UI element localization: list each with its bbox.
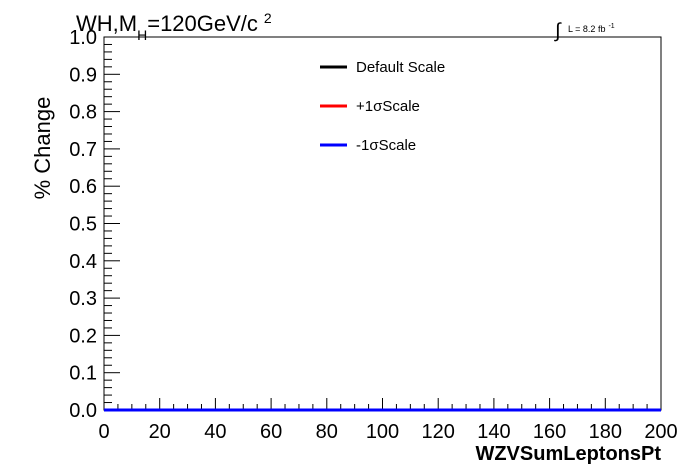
x-tick-label: 80 [316, 421, 338, 443]
chart-title: WH,MH=120GeV/c 2 [76, 10, 272, 43]
y-tick-label: 0.8 [69, 102, 97, 124]
y-tick-label: 0.3 [69, 288, 97, 310]
legend-label: -1σScale [356, 137, 416, 154]
x-axis: 0 20 40 60 80 100 120 140 160 180 200 [98, 398, 678, 443]
y-tick-label: 0.7 [69, 139, 97, 161]
x-tick-label: 100 [366, 421, 399, 443]
x-axis-label: WZVSumLeptonsPt [475, 443, 661, 465]
y-tick-label: 0.5 [69, 214, 97, 236]
y-tick-label: 0.0 [69, 400, 97, 422]
plot-frame [103, 36, 662, 411]
y-tick-label: 0.4 [69, 251, 97, 273]
y-axis: 0.0 0.1 0.2 0.3 0.4 0.5 0.6 0.7 0.8 0.9 1.0 [69, 27, 120, 422]
x-tick-label: 120 [422, 421, 455, 443]
y-axis-label: % Change [30, 97, 55, 200]
x-tick-label: 20 [149, 421, 171, 443]
integral-symbol: ∫ [554, 20, 562, 42]
x-tick-label: 0 [98, 421, 109, 443]
legend-label: Default Scale [356, 59, 445, 76]
x-tick-label: 160 [533, 421, 566, 443]
y-tick-label: 0.9 [69, 64, 97, 86]
x-tick-label: 200 [644, 421, 677, 443]
y-tick-label: 0.2 [69, 325, 97, 347]
x-tick-label: 140 [477, 421, 510, 443]
y-tick-label: 1.0 [69, 27, 97, 49]
lumi-label: L = 8.2 fb -1 [568, 23, 615, 34]
x-tick-label: 60 [260, 421, 282, 443]
x-tick-label: 40 [204, 421, 226, 443]
x-tick-label: 180 [589, 421, 622, 443]
y-tick-label: 0.6 [69, 176, 97, 198]
legend: Default Scale +1σScale -1σScale [320, 59, 445, 154]
legend-label: +1σScale [356, 98, 420, 115]
y-tick-label: 0.1 [69, 363, 97, 385]
